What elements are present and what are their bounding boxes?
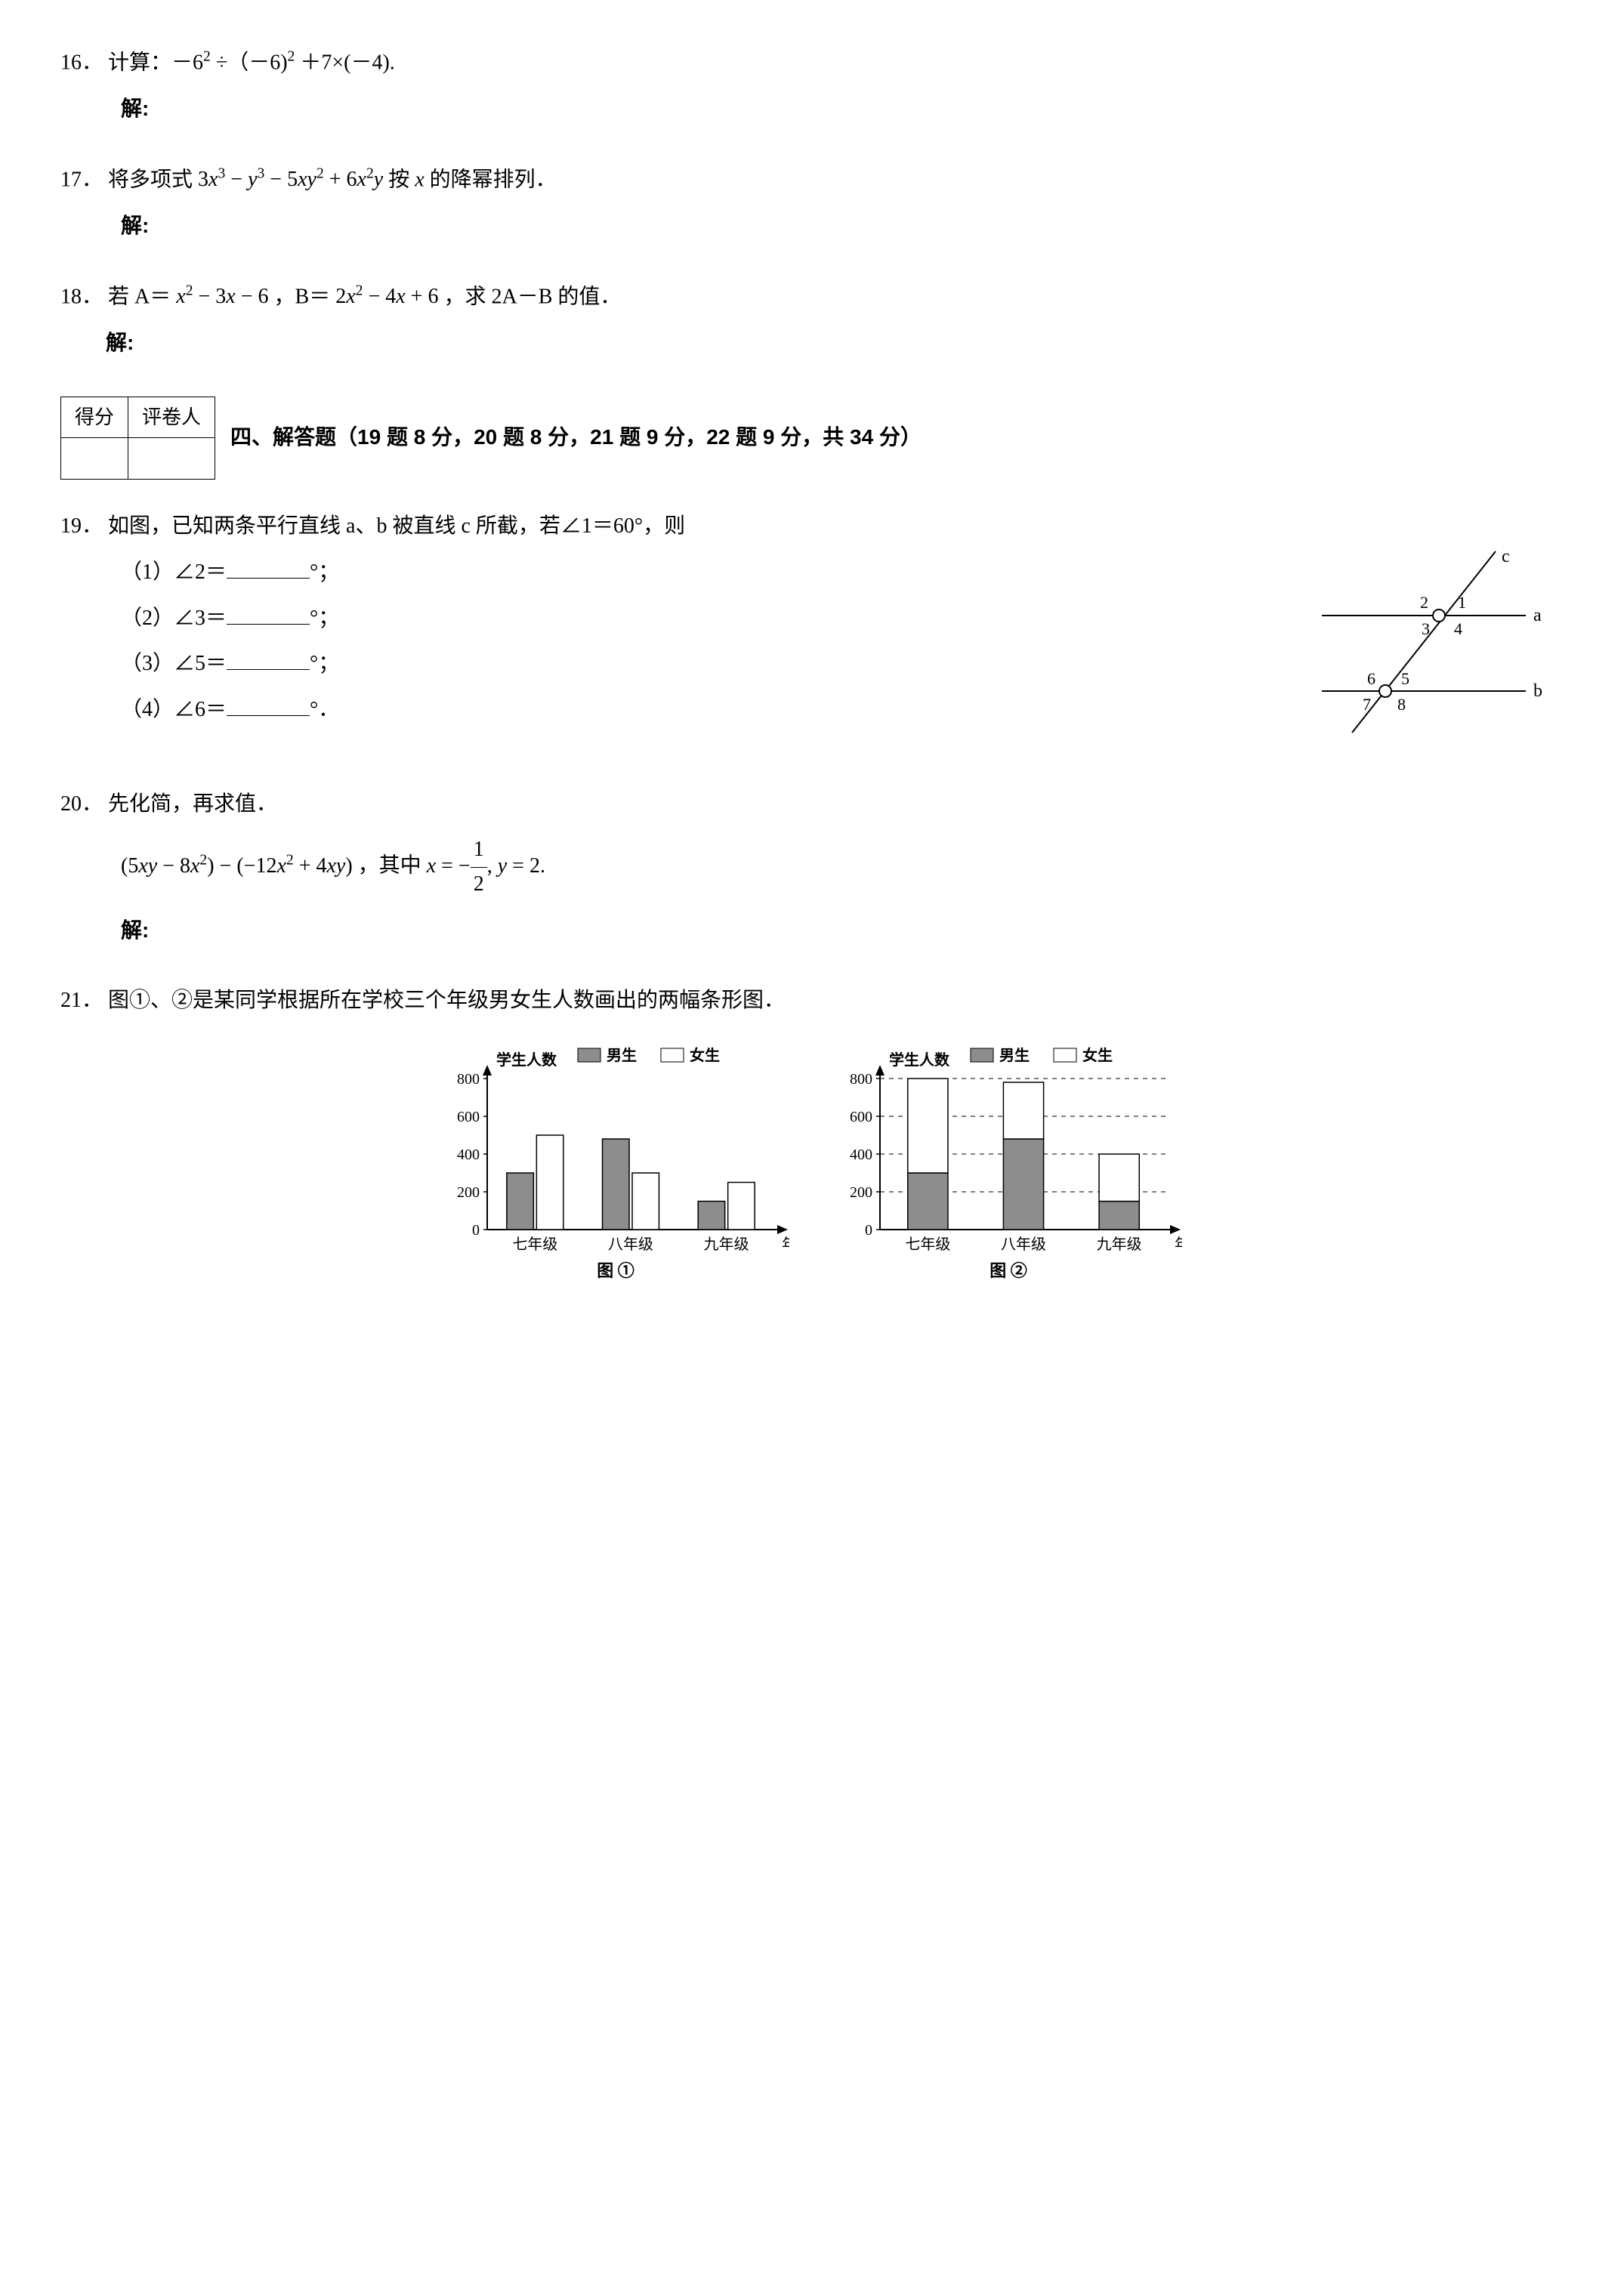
q19-p1-row: （1）∠2＝ °； — [121, 556, 1277, 590]
chart2: 0 200 400 600 800 学生人数 男生 女生七年级 八年级 九年级 年级图 ② — [835, 1041, 1182, 1282]
q19-p4-row: （4）∠6＝ °． — [121, 693, 1277, 727]
q20-expr-row: (5xy − 8x2) − (−12x2 + 4xy) ，其中 x = −12,… — [121, 833, 1564, 902]
svg-text:图 ②: 图 ② — [990, 1261, 1027, 1280]
q17-tail: 的降幂排列． — [430, 168, 557, 191]
q18-num: 18． — [60, 285, 103, 308]
score-cell2[interactable] — [128, 438, 215, 480]
fig-n1: 1 — [1458, 593, 1466, 612]
q17-text: 将多项式 — [108, 168, 193, 191]
svg-text:0: 0 — [472, 1222, 480, 1239]
q18-text-b: ，B＝ — [274, 285, 331, 308]
svg-text:女生: 女生 — [690, 1046, 720, 1064]
svg-text:800: 800 — [850, 1071, 872, 1088]
q20: 20． 先化简，再求值． (5xy − 8x2) − (−12x2 + 4xy)… — [60, 788, 1564, 948]
fig-n2: 2 — [1420, 593, 1428, 612]
svg-text:八年级: 八年级 — [1001, 1236, 1046, 1253]
section4-row: 得分 评卷人 四、解答题（19 题 8 分，20 题 8 分，21 题 9 分，… — [60, 397, 1564, 480]
q20-answer-label: 解: — [121, 914, 1564, 948]
q19-text: 如图，已知两条平行直线 a、b 被直线 c 所截，若∠1＝60°，则 — [108, 514, 685, 538]
svg-text:200: 200 — [457, 1184, 480, 1201]
q19-p3: （3）∠5＝ — [121, 652, 227, 675]
q16-num: 16． — [60, 51, 103, 74]
q19: 19． 如图，已知两条平行直线 a、b 被直线 c 所截，若∠1＝60°，则 （… — [60, 510, 1564, 751]
q20-num: 20． — [60, 792, 103, 816]
section4-title: 四、解答题（19 题 8 分，20 题 8 分，21 题 9 分，22 题 9 … — [230, 421, 922, 455]
svg-text:女生: 女生 — [1082, 1046, 1113, 1064]
q19-p2-row: （2）∠3＝ °； — [121, 602, 1277, 636]
q21: 21． 图①、②是某同学根据所在学校三个年级男女生人数画出的两幅条形图． 0 20… — [60, 984, 1564, 1282]
q17-mid: 按 — [388, 168, 415, 191]
svg-text:学生人数: 学生人数 — [496, 1051, 557, 1069]
q19-num: 19． — [60, 514, 103, 538]
score-table: 得分 评卷人 — [60, 397, 215, 480]
fig-label-c: c — [1502, 547, 1510, 566]
q16-expr1: ÷（－6) — [211, 51, 288, 74]
q19-blank2[interactable] — [227, 603, 310, 625]
q20-where: ，其中 — [358, 854, 421, 878]
q21-num: 21． — [60, 989, 103, 1012]
score-cell1[interactable] — [61, 438, 128, 480]
q21-text: 图①、②是某同学根据所在学校三个年级男女生人数画出的两幅条形图． — [108, 989, 785, 1012]
q19-p2: （2）∠3＝ — [121, 606, 227, 630]
q19-p3-row: （3）∠5＝ °； — [121, 647, 1277, 681]
fig-n8: 8 — [1397, 695, 1406, 714]
q18-exprA: x2 − 3x − 6 — [176, 285, 268, 308]
fig-n7: 7 — [1363, 695, 1371, 714]
q17: 17． 将多项式 3x3 − y3 − 5xy2 + 6x2y 按 x 的降幂排… — [60, 162, 1564, 243]
fig-n6: 6 — [1367, 669, 1375, 688]
svg-text:七年级: 七年级 — [512, 1236, 557, 1253]
svg-text:九年级: 九年级 — [704, 1236, 749, 1253]
q16-expr2: ＋7×(－4). — [295, 51, 394, 74]
svg-text:男生: 男生 — [607, 1047, 637, 1064]
q16-answer-label: 解: — [121, 92, 1564, 126]
q18: 18． 若 A＝ x2 − 3x − 6 ，B＝ 2x2 − 4x + 6 ，求… — [60, 279, 1564, 360]
svg-text:七年级: 七年级 — [905, 1236, 950, 1253]
q20-text: 先化简，再求值． — [108, 792, 277, 816]
svg-text:八年级: 八年级 — [608, 1236, 653, 1253]
q17-answer-label: 解: — [121, 209, 1564, 243]
fig-n3: 3 — [1422, 619, 1430, 638]
q19-blank1[interactable] — [227, 557, 310, 579]
q16: 16． 计算：－62 ÷（－6)2 ＋7×(－4). 解: — [60, 45, 1564, 126]
q19-p1: （1）∠2＝ — [121, 560, 227, 584]
svg-text:图 ①: 图 ① — [597, 1261, 634, 1280]
fig-n4: 4 — [1454, 619, 1462, 638]
q19-deg3: °； — [310, 652, 339, 675]
fig-label-a: a — [1533, 606, 1542, 625]
svg-text:600: 600 — [457, 1109, 480, 1125]
score-h1: 得分 — [61, 397, 128, 438]
q20-vals: x = −12, y = 2. — [427, 854, 545, 878]
q18-exprB: 2x2 − 4x + 6 — [335, 285, 438, 308]
svg-text:九年级: 九年级 — [1097, 1236, 1142, 1253]
svg-text:0: 0 — [865, 1222, 872, 1239]
chart1: 0 200 400 600 800 学生人数 男生 女生七年级 八年级 九年级 年级图 ① — [442, 1041, 789, 1282]
svg-text:400: 400 — [850, 1146, 872, 1163]
svg-text:200: 200 — [850, 1184, 872, 1201]
fig-n5: 5 — [1401, 669, 1409, 688]
q16-text: 计算：－6 — [108, 51, 203, 74]
q19-blank4[interactable] — [227, 694, 310, 716]
q19-deg4: °． — [310, 698, 339, 721]
q18-text-c: ，求 2A－B 的值． — [443, 285, 621, 308]
q18-answer-label: 解: — [106, 326, 1564, 360]
fig-label-b: b — [1533, 681, 1542, 701]
q19-p4: （4）∠6＝ — [121, 698, 227, 721]
svg-text:学生人数: 学生人数 — [889, 1051, 950, 1069]
q18-text-a: 若 A＝ — [108, 285, 171, 308]
svg-text:年级: 年级 — [1175, 1236, 1182, 1253]
q19-figure: c a b 1 2 3 4 5 6 7 8 — [1307, 544, 1564, 751]
q17-num: 17． — [60, 168, 103, 191]
svg-text:600: 600 — [850, 1109, 872, 1125]
svg-text:800: 800 — [457, 1071, 480, 1088]
score-h2: 评卷人 — [128, 397, 215, 438]
q17-expr: 3x3 − y3 − 5xy2 + 6x2y — [198, 168, 383, 191]
q20-expr: (5xy − 8x2) − (−12x2 + 4xy) — [121, 854, 353, 878]
svg-text:400: 400 — [457, 1146, 480, 1163]
q19-deg1: °； — [310, 560, 339, 584]
svg-text:男生: 男生 — [999, 1047, 1030, 1064]
q19-deg2: °； — [310, 606, 339, 630]
svg-text:年级: 年级 — [782, 1236, 789, 1253]
q19-blank3[interactable] — [227, 648, 310, 670]
